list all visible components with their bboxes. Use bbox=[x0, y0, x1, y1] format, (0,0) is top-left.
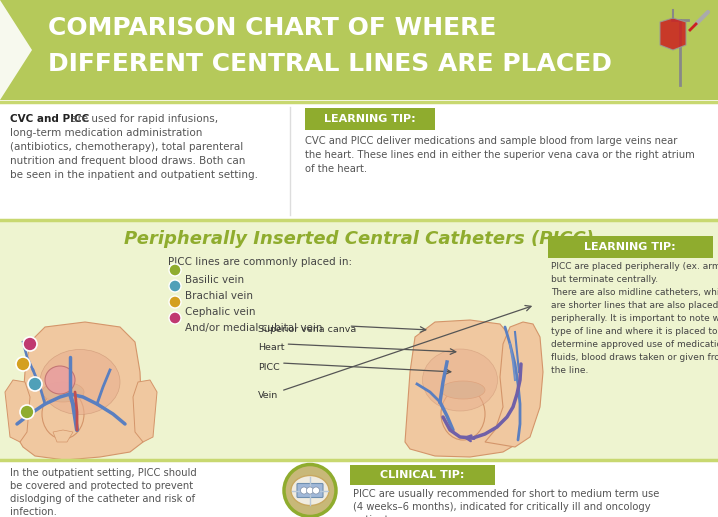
Text: long-term medication administration: long-term medication administration bbox=[10, 128, 202, 138]
Polygon shape bbox=[20, 322, 143, 460]
Text: of the heart.: of the heart. bbox=[305, 164, 367, 174]
Text: There are also midline catheters, which: There are also midline catheters, which bbox=[551, 288, 718, 297]
Text: Peripherally Inserted Central Catheters (PICC): Peripherally Inserted Central Catheters … bbox=[124, 230, 594, 248]
Circle shape bbox=[169, 296, 181, 308]
Text: Superior vena canva: Superior vena canva bbox=[258, 326, 356, 334]
FancyBboxPatch shape bbox=[0, 460, 718, 517]
Text: PICC are usually recommended for short to medium term use: PICC are usually recommended for short t… bbox=[353, 489, 659, 499]
Polygon shape bbox=[133, 380, 157, 442]
Text: LEARNING TIP:: LEARNING TIP: bbox=[584, 242, 676, 252]
Ellipse shape bbox=[422, 349, 498, 411]
Text: fluids, blood draws taken or given from: fluids, blood draws taken or given from bbox=[551, 353, 718, 362]
Polygon shape bbox=[485, 322, 543, 447]
Text: LEARNING TIP:: LEARNING TIP: bbox=[325, 114, 416, 124]
FancyBboxPatch shape bbox=[0, 0, 718, 100]
FancyBboxPatch shape bbox=[548, 236, 713, 258]
FancyBboxPatch shape bbox=[297, 483, 323, 497]
Circle shape bbox=[301, 487, 307, 494]
Ellipse shape bbox=[441, 388, 485, 440]
Ellipse shape bbox=[291, 476, 329, 506]
Polygon shape bbox=[53, 430, 73, 442]
Text: Vein: Vein bbox=[258, 390, 279, 400]
Text: Cephalic vein: Cephalic vein bbox=[185, 307, 256, 317]
Polygon shape bbox=[5, 380, 30, 442]
Circle shape bbox=[16, 357, 30, 371]
FancyBboxPatch shape bbox=[0, 102, 718, 220]
Text: CVC and PICC: CVC and PICC bbox=[10, 114, 89, 124]
Circle shape bbox=[284, 464, 336, 516]
Text: be seen in the inpatient and outpatient setting.: be seen in the inpatient and outpatient … bbox=[10, 170, 258, 180]
FancyBboxPatch shape bbox=[305, 108, 435, 130]
Ellipse shape bbox=[42, 382, 84, 402]
Text: be covered and protected to prevent: be covered and protected to prevent bbox=[10, 481, 193, 491]
Circle shape bbox=[312, 487, 320, 494]
Polygon shape bbox=[0, 0, 32, 100]
Text: infection.: infection. bbox=[10, 507, 57, 517]
Circle shape bbox=[169, 312, 181, 324]
Circle shape bbox=[28, 377, 42, 391]
Ellipse shape bbox=[42, 389, 84, 439]
Text: CLINICAL TIP:: CLINICAL TIP: bbox=[380, 470, 465, 480]
Polygon shape bbox=[660, 18, 686, 50]
Ellipse shape bbox=[45, 366, 75, 394]
Text: And/or medial cubital vein: And/or medial cubital vein bbox=[185, 323, 322, 333]
Text: CVC and PICC deliver medications and sample blood from large veins near: CVC and PICC deliver medications and sam… bbox=[305, 136, 677, 146]
Text: nutrition and frequent blood draws. Both can: nutrition and frequent blood draws. Both… bbox=[10, 156, 246, 166]
Text: determine approved use of medications,: determine approved use of medications, bbox=[551, 340, 718, 349]
Circle shape bbox=[169, 280, 181, 292]
Text: Basilic vein: Basilic vein bbox=[185, 275, 244, 285]
Text: PICC: PICC bbox=[258, 362, 280, 372]
Text: Brachial vein: Brachial vein bbox=[185, 291, 253, 301]
Circle shape bbox=[307, 487, 314, 494]
Circle shape bbox=[169, 264, 181, 276]
Text: Heart: Heart bbox=[258, 343, 284, 353]
Text: the line.: the line. bbox=[551, 366, 588, 375]
Polygon shape bbox=[405, 320, 520, 457]
Text: peripherally. It is important to note what: peripherally. It is important to note wh… bbox=[551, 314, 718, 323]
Text: the heart. These lines end in either the superior vena cava or the right atrium: the heart. These lines end in either the… bbox=[305, 150, 695, 160]
Text: PICC are placed peripherally (ex. arms): PICC are placed peripherally (ex. arms) bbox=[551, 262, 718, 271]
Text: COMPARISON CHART OF WHERE: COMPARISON CHART OF WHERE bbox=[48, 16, 496, 40]
Text: In the outpatient setting, PICC should: In the outpatient setting, PICC should bbox=[10, 468, 197, 478]
Text: (antibiotics, chemotherapy), total parenteral: (antibiotics, chemotherapy), total paren… bbox=[10, 142, 243, 152]
Text: type of line and where it is placed to: type of line and where it is placed to bbox=[551, 327, 717, 336]
Text: but terminate centrally.: but terminate centrally. bbox=[551, 275, 658, 284]
Text: (4 weeks–6 months), indicated for critically ill and oncology: (4 weeks–6 months), indicated for critic… bbox=[353, 502, 651, 512]
Ellipse shape bbox=[40, 349, 120, 415]
FancyBboxPatch shape bbox=[0, 222, 718, 460]
Text: are used for rapid infusions,: are used for rapid infusions, bbox=[67, 114, 218, 124]
Text: PICC lines are commonly placed in:: PICC lines are commonly placed in: bbox=[168, 257, 352, 267]
Text: DIFFERENT CENTRAL LINES ARE PLACED: DIFFERENT CENTRAL LINES ARE PLACED bbox=[48, 52, 612, 76]
Ellipse shape bbox=[441, 381, 485, 399]
Text: dislodging of the catheter and risk of: dislodging of the catheter and risk of bbox=[10, 494, 195, 504]
FancyBboxPatch shape bbox=[350, 465, 495, 485]
Circle shape bbox=[23, 337, 37, 351]
Text: patients.: patients. bbox=[353, 515, 397, 517]
Text: are shorter lines that are also placed: are shorter lines that are also placed bbox=[551, 301, 718, 310]
Circle shape bbox=[20, 405, 34, 419]
